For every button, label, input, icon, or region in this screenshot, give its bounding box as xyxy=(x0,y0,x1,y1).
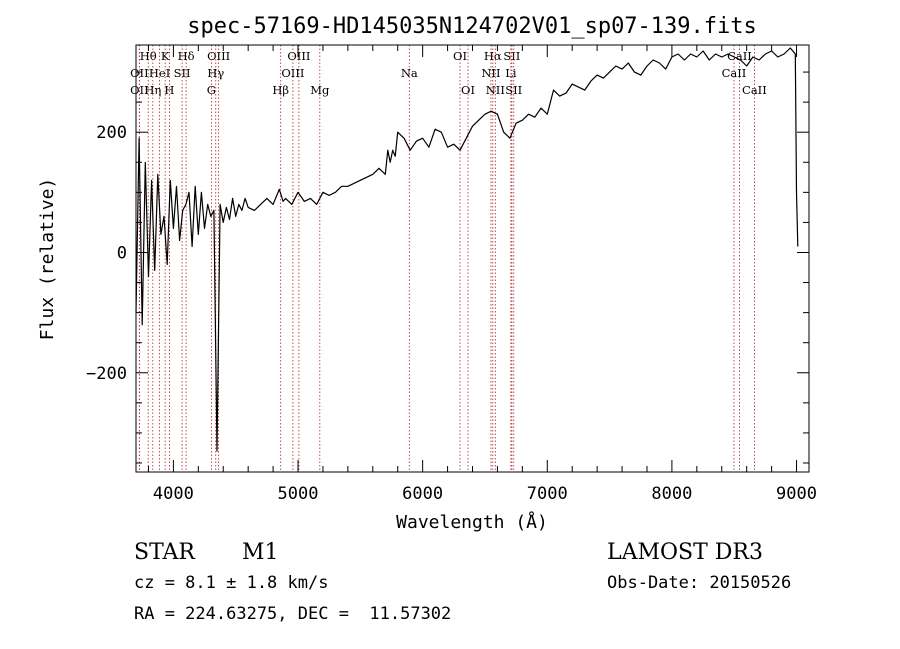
spectral-line-label: SII xyxy=(505,83,522,97)
spectral-line-label: OI xyxy=(453,49,467,63)
sky-coordinates: RA = 224.63275, DEC = 11.57302 xyxy=(134,604,452,624)
x-tick-label: 4000 xyxy=(153,484,194,504)
x-tick-label: 8000 xyxy=(651,484,692,504)
spectral-line-label: Mg xyxy=(310,83,330,97)
object-subclass: M1 xyxy=(242,540,279,565)
axis-layer: 4000 5000 6000 7000 8000 9000 −200 0 200 xyxy=(86,45,817,504)
observation-date: Obs-Date: 20150526 xyxy=(607,573,792,593)
spectral-line-label: Na xyxy=(401,66,418,80)
spectral-line-label: OIII xyxy=(281,66,304,80)
spectral-line-label: Hθ xyxy=(140,49,157,63)
spectral-line-label: Li xyxy=(505,66,517,80)
spectral-line-label: OII xyxy=(130,83,149,97)
spectral-line-label: K xyxy=(161,49,170,63)
spectral-line-label: H xyxy=(164,83,174,97)
spectral-line-label: NII xyxy=(481,66,500,80)
spectral-line-label: NII xyxy=(486,83,505,97)
redshift-value: cz = 8.1 ± 1.8 km/s xyxy=(134,573,329,593)
spectral-line-label: OIII xyxy=(207,49,230,63)
y-axis-label: Flux (relative) xyxy=(37,178,58,341)
x-axis-label: Wavelength (Å) xyxy=(396,511,548,533)
spectral-line-label: SII xyxy=(503,49,520,63)
x-tick-label: 5000 xyxy=(278,484,319,504)
x-tick-label: 7000 xyxy=(527,484,568,504)
chart-title: spec-57169-HD145035N124702V01_sp07-139.f… xyxy=(187,14,757,39)
spectral-line-label: Hβ xyxy=(272,83,289,97)
series-layer xyxy=(135,47,799,452)
spectral-line-label: Hγ xyxy=(207,66,224,80)
spectral-line-label: Hα xyxy=(484,49,502,63)
spectral-line-label: OI xyxy=(461,83,475,97)
y-tick-label: 200 xyxy=(96,123,127,143)
spectral-line-label: CaII xyxy=(722,66,747,80)
spectral-line-label: Hδ xyxy=(178,49,195,63)
spectral-line-label: G xyxy=(207,83,216,97)
spectral-line-label: CaII xyxy=(742,83,767,97)
spectral-line-label: SII xyxy=(174,66,191,80)
x-tick-label: 9000 xyxy=(776,484,817,504)
object-class: STAR xyxy=(134,540,195,565)
x-tick-label: 6000 xyxy=(402,484,443,504)
y-tick-label: 0 xyxy=(117,243,127,263)
plot-frame xyxy=(135,44,810,473)
survey-name: LAMOST DR3 xyxy=(607,540,763,565)
spectral-line-label: CaII xyxy=(727,49,752,63)
y-tick-label: −200 xyxy=(86,364,127,384)
spectrum-line xyxy=(135,47,799,452)
spectral-line-label: Hη xyxy=(144,83,161,97)
spectral-line-label: OIII xyxy=(287,49,310,63)
spectral-line-label: HeI xyxy=(149,66,170,80)
